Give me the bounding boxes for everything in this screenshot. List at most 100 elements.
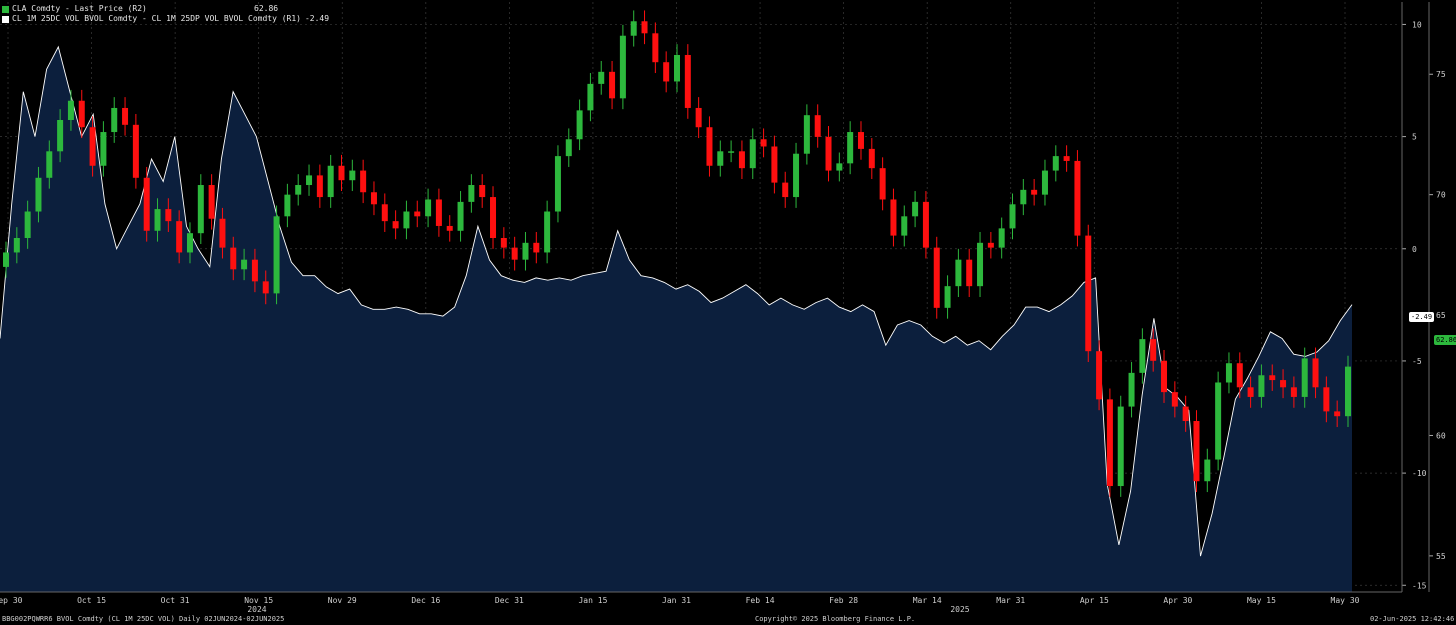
- candle-body: [912, 201, 919, 217]
- candle-body: [1052, 156, 1059, 171]
- candle-body: [717, 151, 724, 166]
- price-candle: [966, 248, 973, 297]
- price-candle: [641, 10, 648, 45]
- candle-body: [1117, 406, 1124, 487]
- candle-body: [836, 163, 843, 171]
- candle-body: [3, 252, 9, 267]
- candle-body: [295, 185, 302, 195]
- candle-body: [154, 209, 161, 231]
- x-tick-label: Sep 30: [0, 596, 23, 605]
- price-candle: [1063, 145, 1070, 172]
- candle-body: [1128, 372, 1135, 407]
- legend-label-price: CLA Comdty - Last Price (R2): [12, 4, 147, 13]
- x-tick-label: Oct 31: [161, 596, 190, 605]
- candle-body: [1215, 382, 1222, 460]
- price-candle: [122, 97, 129, 136]
- r1-tick-label: 0: [1412, 245, 1417, 254]
- price-candle: [154, 198, 161, 242]
- price-candle: [933, 236, 940, 319]
- candle-body: [219, 218, 226, 248]
- price-candle: [598, 61, 605, 95]
- price-candle: [663, 51, 670, 93]
- candle-body: [381, 204, 388, 222]
- price-candle: [241, 248, 248, 281]
- candle-body: [403, 211, 410, 229]
- price-candle: [468, 174, 475, 213]
- price-candle: [425, 188, 432, 228]
- candle-body: [674, 54, 680, 82]
- price-candle: [1247, 376, 1254, 408]
- candle-body: [132, 124, 139, 178]
- price-candle: [1009, 193, 1016, 240]
- candle-body: [392, 221, 399, 229]
- legend-label-skew: CL 1M 25DC VOL BVOL Comdty - CL 1M 25DP …: [12, 14, 301, 23]
- candle-body: [13, 238, 20, 253]
- candle-body: [500, 238, 507, 248]
- candle-body: [987, 242, 994, 248]
- price-candle: [78, 89, 85, 139]
- price-candle: [111, 97, 118, 143]
- x-tick-label: Dec 31: [495, 596, 524, 605]
- candle-body: [1204, 459, 1211, 482]
- candle-body: [793, 153, 800, 198]
- candle-body: [1280, 380, 1287, 388]
- price-candle: [717, 140, 724, 177]
- price-candle: [414, 200, 421, 228]
- candle-body: [1193, 421, 1200, 482]
- price-candle: [1193, 410, 1200, 493]
- candle-body: [695, 107, 702, 128]
- candle-body: [446, 225, 453, 231]
- price-candle: [273, 205, 280, 305]
- price-candle: [500, 227, 507, 259]
- skew-area-series: [0, 45, 1353, 592]
- candle-body: [1334, 411, 1341, 417]
- price-candle: [760, 128, 767, 158]
- candle-body: [57, 120, 64, 152]
- price-candle: [219, 207, 226, 259]
- price-candle: [749, 128, 756, 179]
- price-candle: [370, 181, 377, 216]
- price-candle: [955, 248, 962, 297]
- candle-body: [803, 115, 810, 154]
- price-candle: [1085, 224, 1092, 363]
- year-label: 2024: [247, 605, 266, 614]
- legend-value-price: 62.86: [254, 4, 279, 13]
- candle-body: [1161, 360, 1168, 393]
- candle-body: [208, 185, 215, 219]
- skew-last-badge: -2.49: [1409, 312, 1435, 322]
- candle-body: [977, 242, 984, 287]
- price-candle: [1236, 352, 1243, 399]
- candle-body: [933, 247, 940, 308]
- price-candle: [230, 236, 237, 281]
- price-candle: [738, 140, 745, 179]
- price-candle: [814, 104, 821, 148]
- price-candle: [479, 174, 486, 208]
- candle-body: [122, 107, 129, 125]
- price-candle: [1290, 376, 1297, 408]
- price-candle: [1128, 362, 1135, 418]
- price-candle: [251, 248, 258, 293]
- price-candle: [771, 135, 778, 194]
- price-candle: [262, 270, 269, 305]
- candle-body: [230, 247, 237, 270]
- candle-body: [1139, 339, 1146, 373]
- price-candle: [338, 154, 345, 192]
- price-candle: [35, 166, 42, 223]
- candle-body: [533, 242, 540, 253]
- price-candle: [165, 198, 172, 232]
- price-candle: [782, 171, 789, 208]
- candle-body: [24, 211, 31, 238]
- candle-body: [511, 247, 518, 260]
- candle-body: [327, 165, 334, 198]
- price-candle: [1150, 328, 1157, 372]
- price-candle: [533, 231, 540, 264]
- candle-body: [901, 216, 908, 236]
- candle-body: [619, 35, 626, 99]
- price-candle: [381, 193, 388, 232]
- price-candle: [554, 145, 561, 223]
- price-last-badge: 62.86: [1434, 335, 1456, 345]
- price-candle: [522, 231, 529, 271]
- candle-body: [576, 110, 583, 140]
- candle-body: [565, 139, 572, 157]
